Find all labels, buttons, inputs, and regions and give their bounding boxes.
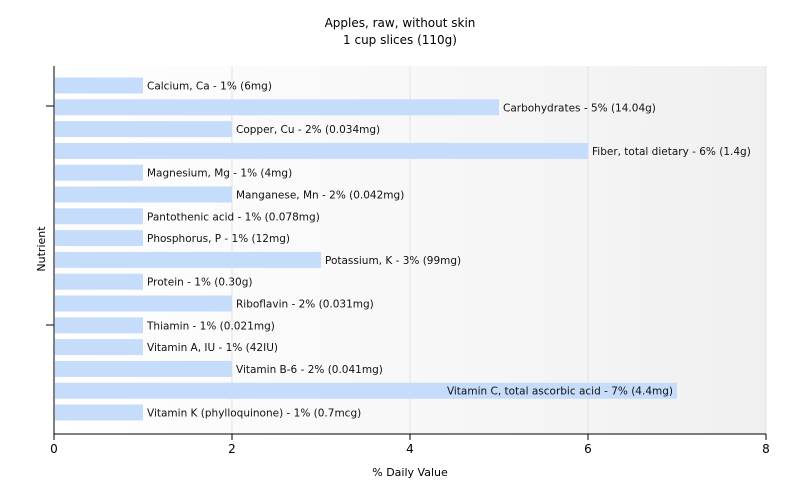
bar-label-10: Riboflavin - 2% (0.031mg) xyxy=(236,299,374,311)
bar-13 xyxy=(55,360,232,377)
bar-label-4: Magnesium, Mg - 1% (4mg) xyxy=(147,168,292,180)
bar-6 xyxy=(55,208,143,225)
bar-5 xyxy=(55,186,232,203)
x-axis-title: % Daily Value xyxy=(372,466,448,479)
bar-label-15: Vitamin K (phylloquinone) - 1% (0.7mcg) xyxy=(147,408,361,420)
bar-12 xyxy=(55,339,143,356)
bars xyxy=(55,77,677,421)
bar-label-0: Calcium, Ca - 1% (6mg) xyxy=(147,81,272,93)
bar-label-14: Vitamin C, total ascorbic acid - 7% (4.4… xyxy=(447,386,673,398)
bar-label-8: Potassium, K - 3% (99mg) xyxy=(325,255,461,267)
bar-8 xyxy=(55,251,321,268)
x-tick-label-0: 0 xyxy=(50,442,58,456)
bar-3 xyxy=(55,142,588,159)
bar-15 xyxy=(55,404,143,421)
axes: 0 2 4 6 8 xyxy=(46,66,770,456)
bar-label-5: Manganese, Mn - 2% (0.042mg) xyxy=(236,190,404,202)
bar-7 xyxy=(55,230,143,247)
bar-label-12: Vitamin A, IU - 1% (42IU) xyxy=(147,342,278,354)
x-tick-label-3: 6 xyxy=(584,442,592,456)
bar-4 xyxy=(55,164,143,181)
bar-1 xyxy=(55,99,499,116)
x-tick-label-2: 4 xyxy=(406,442,414,456)
bar-label-7: Phosphorus, P - 1% (12mg) xyxy=(147,233,290,245)
bar-10 xyxy=(55,295,232,312)
bar-label-9: Protein - 1% (0.30g) xyxy=(147,277,253,289)
bar-11 xyxy=(55,317,143,334)
bar-9 xyxy=(55,273,143,290)
chart-title: Apples, raw, without skin xyxy=(325,16,476,30)
bar-label-13: Vitamin B-6 - 2% (0.041mg) xyxy=(236,364,383,376)
bar-14 xyxy=(55,382,677,399)
bar-label-1: Carbohydrates - 5% (14.04g) xyxy=(503,102,656,114)
x-tick-label-1: 2 xyxy=(228,442,236,456)
bar-2 xyxy=(55,121,232,138)
bar-label-3: Fiber, total dietary - 6% (1.4g) xyxy=(592,146,751,158)
bar-label-6: Pantothenic acid - 1% (0.078mg) xyxy=(147,211,320,223)
chart-subtitle: 1 cup slices (110g) xyxy=(343,33,457,47)
x-tick-label-4: 8 xyxy=(762,442,770,456)
y-axis-title: Nutrient xyxy=(35,226,48,272)
bar-label-2: Copper, Cu - 2% (0.034mg) xyxy=(236,124,380,136)
bar-label-11: Thiamin - 1% (0.021mg) xyxy=(146,320,275,332)
bar-0 xyxy=(55,77,143,94)
bar-labels: Calcium, Ca - 1% (6mg) Carbohydrates - 5%… xyxy=(146,81,751,420)
